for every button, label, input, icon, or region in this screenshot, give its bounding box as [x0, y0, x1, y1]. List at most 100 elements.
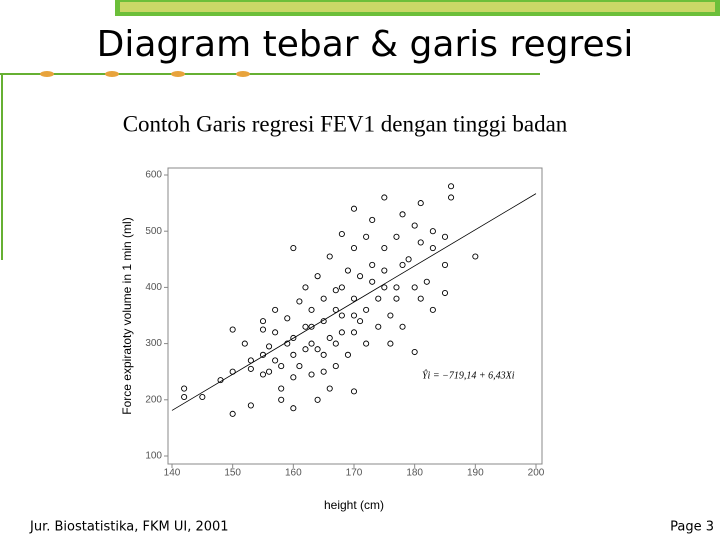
- point: [302, 346, 309, 353]
- x-tick-label: 170: [346, 468, 363, 479]
- point: [308, 371, 315, 378]
- point: [472, 253, 479, 260]
- point: [181, 385, 188, 392]
- point: [429, 228, 436, 235]
- point: [369, 216, 376, 224]
- page-number: Page 3: [670, 520, 714, 535]
- point: [308, 340, 315, 347]
- point: [320, 368, 327, 375]
- point: [308, 323, 315, 330]
- point: [393, 233, 400, 240]
- slide-title: Diagram tebar & garis regresi: [97, 24, 634, 65]
- x-tick-label: 180: [406, 468, 423, 479]
- point: [247, 402, 254, 409]
- point: [272, 306, 279, 313]
- point: [399, 323, 406, 330]
- point: [417, 239, 424, 246]
- point: [284, 315, 291, 322]
- point: [314, 273, 321, 280]
- x-tick-label: 150: [224, 468, 241, 479]
- point: [266, 343, 273, 350]
- y-tick-label: 300: [145, 338, 162, 349]
- point: [350, 312, 358, 319]
- point: [259, 318, 267, 325]
- point: [350, 205, 358, 212]
- point: [302, 323, 309, 330]
- point: [411, 284, 418, 291]
- point: [332, 287, 339, 294]
- point: [350, 245, 358, 252]
- point: [326, 385, 333, 392]
- rule-dots: [40, 71, 250, 77]
- point: [399, 261, 406, 268]
- point: [278, 396, 285, 403]
- plot: 100 200 300 400 500 600 140 150 160 170 180 190 200 h…: [120, 167, 545, 512]
- point: [296, 298, 303, 305]
- y-tick-label: 500: [145, 226, 162, 237]
- point: [181, 393, 188, 401]
- point: [369, 261, 376, 268]
- point: [350, 388, 358, 395]
- point: [350, 329, 358, 336]
- footer: Jur. Biostatistika, FKM UI, 2001: [29, 520, 229, 535]
- y-tick-label: 600: [145, 170, 162, 181]
- point: [448, 183, 455, 190]
- point: [229, 326, 236, 333]
- point: [344, 267, 351, 274]
- point: [375, 295, 382, 302]
- point: [278, 385, 285, 392]
- point: [320, 318, 327, 325]
- point: [411, 348, 418, 356]
- point: [363, 306, 370, 313]
- slide-subtitle: Contoh Garis regresi FEV1 dengan tinggi …: [123, 111, 568, 136]
- point: [326, 253, 333, 260]
- y-tick-label: 100: [145, 451, 162, 462]
- point: [369, 278, 376, 285]
- point: [320, 351, 327, 358]
- point: [332, 363, 339, 370]
- point: [375, 323, 382, 330]
- point: [423, 278, 430, 285]
- point: [338, 230, 345, 238]
- point: [387, 312, 394, 319]
- point: [259, 326, 267, 333]
- point: [381, 267, 388, 274]
- point: [278, 363, 285, 370]
- point: [411, 222, 418, 229]
- point: [302, 284, 309, 291]
- regression-line: [171, 193, 537, 411]
- point: [363, 340, 370, 347]
- point: [393, 284, 400, 291]
- point: [441, 289, 449, 297]
- point: [338, 312, 345, 319]
- point: [290, 374, 297, 381]
- x-tick-label: 190: [467, 468, 484, 479]
- point: [241, 340, 248, 347]
- point: [393, 295, 400, 302]
- point: [405, 256, 412, 263]
- point: [448, 194, 455, 201]
- x-tick-label: 200: [528, 468, 545, 479]
- point: [290, 334, 297, 342]
- point: [417, 295, 424, 302]
- x-tick-label: 160: [285, 468, 302, 479]
- point: [344, 351, 351, 358]
- y-tick-label: 400: [145, 282, 162, 293]
- point: [229, 410, 236, 417]
- x-tick-label: 140: [164, 468, 181, 479]
- y-tick-label: 200: [145, 394, 162, 405]
- point: [308, 306, 315, 313]
- point: [441, 233, 449, 240]
- point: [338, 329, 345, 336]
- point: [338, 284, 345, 291]
- point: [441, 261, 449, 268]
- point: [381, 245, 388, 252]
- point: [296, 363, 303, 370]
- y-axis-label: Force expiratoty volume in 1 min (ml): [120, 217, 134, 414]
- point: [332, 340, 339, 347]
- point: [429, 306, 436, 313]
- point: [272, 357, 279, 364]
- point: [350, 295, 358, 302]
